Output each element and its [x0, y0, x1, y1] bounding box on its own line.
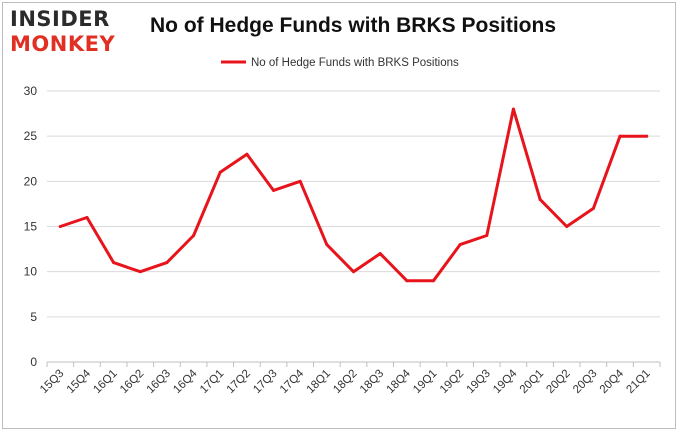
data-point: [85, 215, 89, 219]
x-tick-label: 19Q2: [438, 368, 466, 396]
x-tick-label: 15Q3: [38, 368, 66, 396]
x-tick-label: 17Q2: [225, 368, 253, 396]
legend-label: No of Hedge Funds with BRKS Positions: [251, 57, 459, 69]
data-point: [245, 152, 249, 156]
data-point: [272, 188, 276, 192]
x-tick-label: 16Q1: [91, 368, 119, 396]
insider-monkey-logo: INSIDER MONKEY: [10, 8, 130, 58]
y-tick-label: 25: [24, 129, 38, 143]
x-tick-label: 21Q1: [624, 368, 652, 396]
data-point: [458, 243, 462, 247]
x-tick-label: 17Q4: [278, 367, 307, 396]
x-tick-label: 17Q1: [198, 368, 226, 396]
x-tick-label: 18Q1: [305, 368, 333, 396]
y-tick-label: 10: [24, 265, 38, 279]
data-point: [218, 170, 222, 174]
x-tick-label: 15Q4: [65, 367, 94, 396]
data-point: [591, 206, 595, 210]
x-tick-label: 18Q3: [358, 368, 386, 396]
logo-text-insider: INSIDER: [10, 7, 110, 31]
data-point: [538, 197, 542, 201]
x-tick-label: 20Q1: [518, 368, 546, 396]
data-point: [645, 134, 649, 138]
data-point: [298, 179, 302, 183]
logo-text-monkey: MONKEY: [10, 32, 116, 56]
data-point: [565, 225, 569, 228]
x-tick-label: 20Q2: [544, 368, 572, 396]
data-point: [485, 234, 489, 238]
x-tick-label: 19Q4: [491, 367, 520, 396]
x-tick-label: 20Q3: [571, 368, 599, 396]
x-tick-label: 20Q4: [598, 367, 627, 396]
data-point: [431, 279, 435, 283]
y-tick-label: 15: [24, 220, 38, 234]
data-point: [378, 252, 382, 256]
x-tick-label: 16Q4: [171, 367, 200, 396]
x-tick-label: 18Q2: [331, 368, 359, 396]
data-point: [405, 279, 409, 283]
data-point: [58, 225, 62, 228]
x-tick-label: 17Q3: [251, 368, 279, 396]
x-tick-label: 16Q3: [145, 368, 173, 396]
data-point: [112, 261, 116, 265]
y-tick-label: 5: [30, 310, 37, 324]
series-line: [58, 107, 649, 283]
chart-frame: [2, 2, 676, 429]
data-point: [192, 234, 196, 238]
chart-title: No of Hedge Funds with BRKS Positions: [150, 14, 556, 37]
x-tick-label: 16Q2: [118, 368, 146, 396]
data-point: [325, 243, 329, 247]
data-point: [618, 134, 622, 138]
x-tick-label: 19Q3: [464, 368, 492, 396]
x-tick-label: 18Q4: [385, 367, 414, 396]
y-tick-label: 30: [24, 84, 38, 98]
data-point: [511, 107, 515, 111]
x-tick-label: 19Q1: [411, 368, 439, 396]
data-point: [165, 261, 169, 265]
data-point: [352, 270, 355, 274]
data-point: [138, 270, 142, 274]
y-tick-label: 20: [24, 174, 38, 188]
y-tick-label: 0: [30, 355, 37, 369]
